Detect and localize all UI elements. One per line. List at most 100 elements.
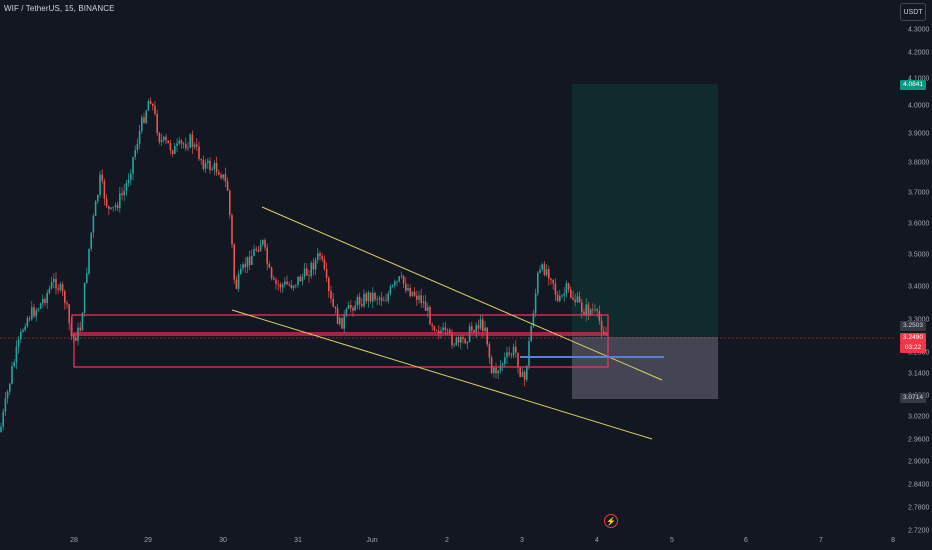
candle-body bbox=[31, 307, 33, 320]
candle-body bbox=[147, 100, 150, 111]
candle-body bbox=[526, 365, 528, 380]
candle-body bbox=[152, 104, 154, 107]
demand-zone-lower[interactable] bbox=[73, 332, 609, 368]
candle-body bbox=[24, 326, 26, 331]
candle-body bbox=[196, 144, 198, 147]
candle-body bbox=[365, 293, 367, 302]
candle-body bbox=[407, 288, 409, 291]
price-chart[interactable] bbox=[0, 0, 896, 532]
candle-body bbox=[380, 297, 383, 301]
candle-body bbox=[119, 193, 121, 209]
candle-countdown-tag: 03:22 bbox=[900, 343, 926, 353]
price-tick: 2.7800 bbox=[908, 504, 930, 512]
candle-body bbox=[121, 193, 123, 195]
candle-body bbox=[75, 337, 77, 341]
candle-body bbox=[59, 284, 62, 290]
candle-body bbox=[266, 247, 268, 264]
candle-body bbox=[77, 327, 79, 341]
candle-body bbox=[88, 248, 90, 274]
candle-body bbox=[510, 354, 513, 356]
candle-body bbox=[108, 206, 110, 209]
candle-body bbox=[374, 292, 376, 300]
price-tick: 3.5000 bbox=[908, 251, 930, 259]
candle-body bbox=[101, 174, 103, 181]
trendline-lower[interactable] bbox=[231, 309, 653, 440]
currency-button[interactable]: USDT bbox=[900, 3, 926, 21]
candle-body bbox=[501, 363, 504, 366]
candle-body bbox=[323, 259, 326, 270]
candle-body bbox=[539, 269, 541, 273]
candle-body bbox=[598, 311, 601, 321]
candle-body bbox=[308, 275, 310, 277]
candle-body bbox=[55, 278, 57, 289]
candle-body bbox=[328, 277, 330, 292]
candle-body bbox=[0, 426, 2, 432]
candle-body bbox=[506, 352, 508, 358]
time-axis[interactable]: 28 29 30 31 Jun 2 3 4 5 6 7 8 bbox=[0, 532, 896, 550]
candle-body bbox=[396, 281, 398, 283]
candle-body bbox=[240, 268, 242, 275]
candle-body bbox=[479, 319, 482, 329]
candle-body bbox=[110, 207, 112, 209]
candle-body bbox=[519, 367, 521, 377]
candle-body bbox=[554, 283, 557, 295]
candle-body bbox=[460, 336, 462, 343]
supply-zone-upper[interactable] bbox=[71, 314, 609, 336]
candle-body bbox=[103, 180, 106, 199]
candle-body bbox=[248, 256, 251, 266]
loss-zone[interactable] bbox=[572, 337, 718, 399]
lightning-icon[interactable]: ⚡ bbox=[604, 514, 618, 528]
candle-body bbox=[171, 150, 174, 155]
candle-body bbox=[200, 159, 202, 160]
candle-body bbox=[220, 174, 222, 178]
candle-body bbox=[372, 292, 374, 302]
candle-body bbox=[347, 304, 350, 310]
current-price-tag: 3.2490 bbox=[900, 333, 926, 343]
candle-body bbox=[352, 307, 354, 311]
candle-body bbox=[68, 304, 70, 324]
candle-body bbox=[574, 299, 576, 303]
candle-body bbox=[231, 215, 233, 245]
candle-body bbox=[189, 134, 191, 148]
candle-body bbox=[226, 181, 229, 191]
candle-body bbox=[288, 284, 290, 286]
candle-body bbox=[255, 248, 257, 251]
candle-body bbox=[550, 278, 552, 280]
candle-body bbox=[435, 330, 438, 332]
candle-body bbox=[482, 319, 484, 332]
candle-body bbox=[145, 110, 147, 123]
candle-body bbox=[83, 282, 86, 314]
candle-body bbox=[442, 327, 444, 331]
candle-body bbox=[486, 327, 488, 345]
candle-body bbox=[174, 145, 176, 155]
candle-body bbox=[130, 173, 132, 180]
candle-body bbox=[187, 147, 189, 149]
candle-body bbox=[354, 305, 356, 311]
last-price-tag: 3.2503 bbox=[900, 321, 926, 331]
candle-body bbox=[180, 140, 183, 144]
price-tick: 4.2000 bbox=[908, 49, 930, 57]
candle-body bbox=[394, 281, 396, 286]
candle-body bbox=[319, 253, 321, 257]
candle-body bbox=[596, 309, 598, 312]
candle-body bbox=[237, 274, 240, 289]
candle-body bbox=[605, 333, 607, 335]
candle-body bbox=[369, 292, 372, 302]
candle-body bbox=[163, 136, 165, 140]
candle-body bbox=[508, 352, 510, 355]
time-label: 6 bbox=[744, 537, 748, 544]
candle-body bbox=[431, 324, 433, 327]
candle-body bbox=[292, 285, 295, 288]
candle-body bbox=[99, 174, 101, 195]
profit-zone[interactable] bbox=[572, 84, 718, 337]
candle-body bbox=[585, 304, 587, 316]
price-axis[interactable]: 4.3000 4.2000 4.1000 4.0000 3.9000 3.800… bbox=[896, 0, 932, 550]
candle-body bbox=[235, 279, 238, 289]
trendline-upper[interactable] bbox=[261, 206, 663, 381]
candle-body bbox=[158, 133, 161, 142]
candle-body bbox=[495, 367, 497, 374]
candle-body bbox=[79, 327, 81, 331]
candle-body bbox=[515, 346, 517, 353]
candle-body bbox=[39, 303, 42, 309]
candle-body bbox=[253, 248, 255, 256]
